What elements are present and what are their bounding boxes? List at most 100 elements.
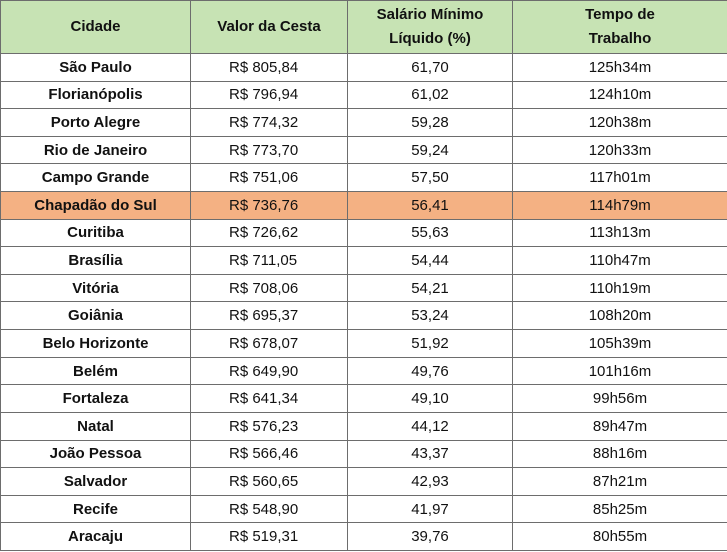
- table-row: Aracaju R$ 519,31 39,76 80h55m: [0, 522, 727, 551]
- cell-valor: R$ 695,37: [190, 301, 348, 331]
- cell-tempo: 120h38m: [512, 108, 727, 137]
- table-row: Belo Horizonte R$ 678,07 51,92 105h39m: [0, 329, 727, 358]
- cell-cidade: Campo Grande: [0, 163, 191, 193]
- cell-cidade: Goiânia: [0, 301, 191, 331]
- cell-tempo: 99h56m: [512, 384, 727, 413]
- cell-salario: 61,70: [347, 53, 513, 82]
- header-salario-line1: Salário Mínimo: [376, 6, 484, 23]
- cell-cidade: Brasília: [0, 246, 191, 275]
- cell-cidade: Natal: [0, 411, 191, 441]
- cell-valor: R$ 576,23: [190, 411, 348, 441]
- cell-cidade: Fortaleza: [0, 384, 191, 413]
- table-row: São Paulo R$ 805,84 61,70 125h34m: [0, 53, 727, 82]
- header-row: Cidade Valor da Cesta Salário Mínimo Líqu…: [0, 0, 727, 54]
- table-row: Fortaleza R$ 641,34 49,10 99h56m: [0, 384, 727, 413]
- cell-tempo: 80h55m: [512, 522, 727, 551]
- cell-salario: 54,44: [347, 246, 513, 275]
- cell-cidade: Belém: [0, 356, 191, 386]
- cell-tempo: 124h10m: [512, 80, 727, 110]
- header-salario: Salário Mínimo Líquido (%): [347, 0, 513, 54]
- header-salario-line2: Líquido (%): [389, 30, 471, 47]
- table-row: Belém R$ 649,90 49,76 101h16m: [0, 356, 727, 386]
- cell-tempo: 125h34m: [512, 53, 727, 82]
- cell-cidade: Florianópolis: [0, 80, 191, 110]
- cell-salario: 39,76: [347, 522, 513, 551]
- cell-valor: R$ 560,65: [190, 467, 348, 496]
- cell-cidade: Belo Horizonte: [0, 329, 191, 358]
- cell-tempo: 114h79m: [512, 191, 727, 220]
- cell-cidade: Rio de Janeiro: [0, 135, 191, 165]
- table-row: Florianópolis R$ 796,94 61,02 124h10m: [0, 80, 727, 110]
- cell-valor: R$ 751,06: [190, 163, 348, 193]
- cell-salario: 42,93: [347, 467, 513, 496]
- cell-valor: R$ 649,90: [190, 356, 348, 386]
- cell-salario: 59,24: [347, 135, 513, 165]
- table-body: São Paulo R$ 805,84 61,70 125h34m Florianópo…: [0, 53, 727, 551]
- cell-valor: R$ 805,84: [190, 53, 348, 82]
- cell-valor: R$ 726,62: [190, 218, 348, 248]
- cell-salario: 59,28: [347, 108, 513, 137]
- cell-valor: R$ 774,32: [190, 108, 348, 137]
- cell-tempo: 105h39m: [512, 329, 727, 358]
- table-row: Campo Grande R$ 751,06 57,50 117h01m: [0, 163, 727, 193]
- cell-valor: R$ 566,46: [190, 439, 348, 469]
- table-row: Vitória R$ 708,06 54,21 110h19m: [0, 273, 727, 303]
- cell-salario: 54,21: [347, 273, 513, 303]
- cell-salario: 44,12: [347, 411, 513, 441]
- table-row: Rio de Janeiro R$ 773,70 59,24 120h33m: [0, 135, 727, 165]
- table-row: João Pessoa R$ 566,46 43,37 88h16m: [0, 439, 727, 469]
- cell-tempo: 108h20m: [512, 301, 727, 331]
- table-row: Porto Alegre R$ 774,32 59,28 120h38m: [0, 108, 727, 137]
- table-row: Chapadão do Sul R$ 736,76 56,41 114h79m: [0, 191, 727, 220]
- cell-cidade: Recife: [0, 494, 191, 524]
- table-row: Recife R$ 548,90 41,97 85h25m: [0, 494, 727, 524]
- cell-tempo: 101h16m: [512, 356, 727, 386]
- cell-salario: 49,76: [347, 356, 513, 386]
- cell-tempo: 87h21m: [512, 467, 727, 496]
- cell-cidade: São Paulo: [0, 53, 191, 82]
- table-row: Goiânia R$ 695,37 53,24 108h20m: [0, 301, 727, 331]
- cell-tempo: 85h25m: [512, 494, 727, 524]
- cell-salario: 57,50: [347, 163, 513, 193]
- header-valor: Valor da Cesta: [190, 0, 348, 54]
- table-row: Curitiba R$ 726,62 55,63 113h13m: [0, 218, 727, 248]
- cell-cidade: Curitiba: [0, 218, 191, 248]
- table-row: Salvador R$ 560,65 42,93 87h21m: [0, 467, 727, 496]
- cell-salario: 56,41: [347, 191, 513, 220]
- cell-tempo: 110h19m: [512, 273, 727, 303]
- cell-salario: 41,97: [347, 494, 513, 524]
- header-cidade: Cidade: [0, 0, 191, 54]
- cell-tempo: 117h01m: [512, 163, 727, 193]
- table-row: Natal R$ 576,23 44,12 89h47m: [0, 411, 727, 441]
- cell-tempo: 120h33m: [512, 135, 727, 165]
- cell-tempo: 110h47m: [512, 246, 727, 275]
- cell-tempo: 88h16m: [512, 439, 727, 469]
- cell-tempo: 89h47m: [512, 411, 727, 441]
- cell-valor: R$ 678,07: [190, 329, 348, 358]
- cell-valor: R$ 548,90: [190, 494, 348, 524]
- cell-salario: 53,24: [347, 301, 513, 331]
- cell-valor: R$ 711,05: [190, 246, 348, 275]
- cell-salario: 51,92: [347, 329, 513, 358]
- cell-salario: 49,10: [347, 384, 513, 413]
- cell-cidade: Vitória: [0, 273, 191, 303]
- cell-cidade: Porto Alegre: [0, 108, 191, 137]
- cell-valor: R$ 796,94: [190, 80, 348, 110]
- table-header: Cidade Valor da Cesta Salário Mínimo Líqu…: [0, 0, 727, 54]
- cell-valor: R$ 773,70: [190, 135, 348, 165]
- cell-salario: 43,37: [347, 439, 513, 469]
- cell-salario: 61,02: [347, 80, 513, 110]
- cell-salario: 55,63: [347, 218, 513, 248]
- cell-valor: R$ 641,34: [190, 384, 348, 413]
- header-tempo-line1: Tempo de: [585, 6, 655, 23]
- cell-cidade: Chapadão do Sul: [0, 191, 191, 220]
- table-row: Brasília R$ 711,05 54,44 110h47m: [0, 246, 727, 275]
- cell-valor: R$ 519,31: [190, 522, 348, 551]
- header-tempo: Tempo de Trabalho: [512, 0, 727, 54]
- cell-valor: R$ 708,06: [190, 273, 348, 303]
- header-tempo-line2: Trabalho: [588, 30, 652, 47]
- cell-valor: R$ 736,76: [190, 191, 348, 220]
- cell-tempo: 113h13m: [512, 218, 727, 248]
